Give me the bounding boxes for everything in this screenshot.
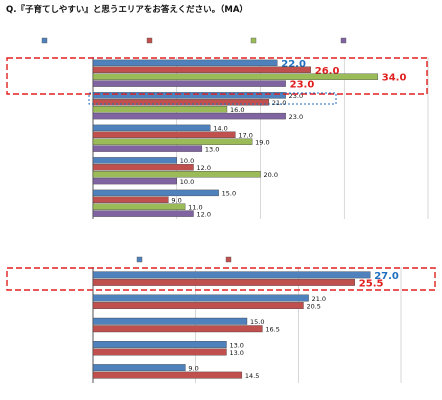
legend-swatch: [225, 256, 232, 263]
data-label: 22.0: [281, 59, 306, 70]
data-label: 14.5: [245, 372, 259, 380]
data-label: 9.0: [171, 197, 181, 205]
bar: [92, 341, 227, 348]
bar: [92, 73, 378, 80]
data-label: 34.0: [382, 73, 407, 84]
highlight-box: [6, 57, 428, 95]
data-label: 15.0: [250, 318, 264, 326]
data-label: 12.0: [197, 210, 211, 218]
bar: [92, 164, 194, 171]
bar: [92, 59, 278, 67]
data-label: 10.0: [180, 157, 194, 165]
bar: [92, 189, 219, 197]
bar: [92, 325, 263, 333]
legend-swatch: [41, 37, 48, 44]
data-label: 19.0: [255, 138, 269, 146]
data-label: 23.0: [290, 80, 315, 91]
bar: [92, 124, 211, 132]
chart-1: 22.026.034.023.023.021.016.023.014.017.0…: [6, 37, 429, 219]
data-label: 13.0: [229, 349, 243, 357]
bar: [92, 66, 311, 73]
bar: [92, 138, 253, 145]
data-label: 15.0: [222, 190, 236, 198]
bar: [92, 177, 177, 185]
data-label: 12.0: [197, 164, 211, 172]
bar: [92, 294, 309, 302]
bar: [92, 371, 243, 379]
question-text: Q.『子育てしやすい』と思うエリアをお答えください。（MA）: [6, 5, 248, 15]
data-label: 27.0: [374, 271, 399, 282]
bar: [92, 364, 186, 372]
data-label: 21.0: [312, 295, 326, 303]
bar: [92, 302, 304, 309]
bar: [92, 271, 371, 279]
legend-swatch: [340, 37, 347, 44]
legend-swatch: [136, 256, 143, 263]
data-label: 20.5: [306, 303, 320, 311]
bar: [92, 112, 286, 120]
bar: [92, 210, 194, 217]
data-label: 20.0: [264, 171, 278, 179]
data-label: 17.0: [238, 132, 252, 140]
data-label: 13.0: [229, 341, 243, 349]
data-label: 10.0: [180, 178, 194, 186]
chart-2: 27.025.5 21.020.5 15.016.5 13.013.0 9.0 14.5: [6, 256, 436, 383]
bar: [92, 131, 236, 138]
bar: [92, 92, 286, 99]
data-label: 26.0: [315, 66, 340, 77]
data-label: 13.0: [205, 145, 219, 153]
bar: [92, 171, 261, 178]
bar: [92, 278, 355, 286]
data-label: 23.0: [289, 92, 303, 100]
data-label: 11.0: [188, 203, 202, 211]
bar: [92, 317, 248, 325]
data-label: 21.0: [272, 99, 286, 107]
data-label: 16.5: [265, 326, 279, 334]
bar: [92, 157, 177, 164]
legend-swatch: [146, 37, 153, 44]
legend-swatch: [250, 37, 257, 44]
bar: [92, 145, 203, 152]
bar: [92, 80, 286, 87]
bar: [92, 203, 186, 210]
data-label: 25.5: [359, 279, 384, 290]
bar: [92, 106, 228, 113]
data-label: 9.0: [188, 365, 198, 373]
bar: [92, 348, 227, 356]
highlight-box-secondary: [88, 92, 337, 105]
bar: [92, 196, 169, 203]
bar: [92, 99, 270, 106]
data-label: 16.0: [230, 106, 244, 114]
data-label: 23.0: [289, 113, 303, 121]
data-label: 14.0: [213, 125, 227, 133]
